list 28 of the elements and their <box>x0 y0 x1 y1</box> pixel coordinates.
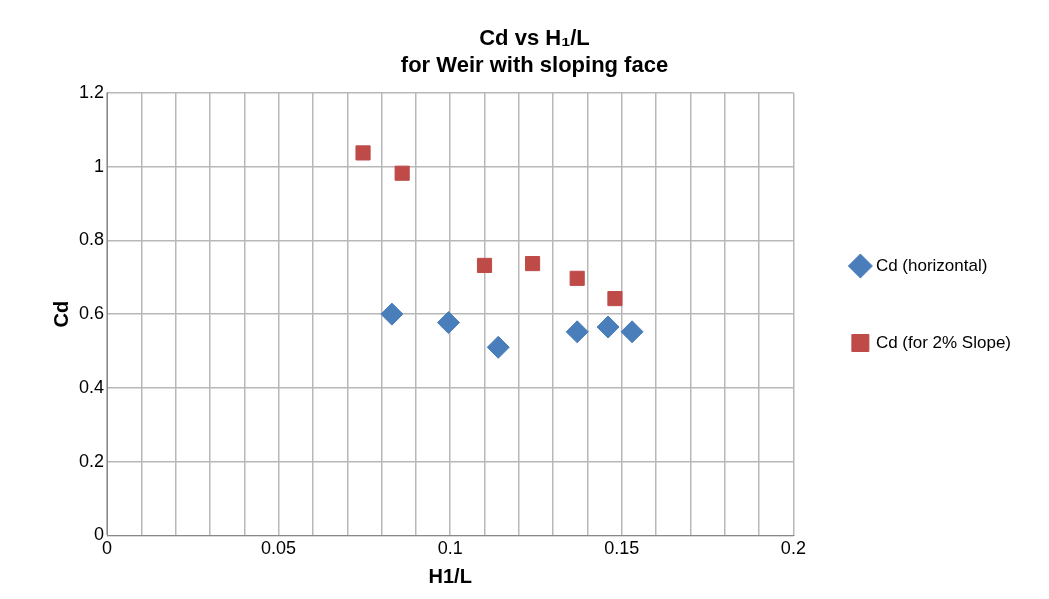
y-tick-label: 1 <box>94 155 105 176</box>
x-axis-title: H1/L <box>428 564 472 587</box>
point <box>355 145 371 161</box>
point <box>476 257 493 273</box>
y-tick-label: 0.8 <box>78 229 105 250</box>
point <box>607 291 623 307</box>
point <box>596 315 620 339</box>
point <box>620 320 644 344</box>
x-tick-label: 0.05 <box>261 538 297 559</box>
y-tick-label: 0.2 <box>78 450 105 471</box>
x-tick-label: 0.15 <box>604 538 640 559</box>
point <box>486 335 510 359</box>
point <box>525 256 541 272</box>
point <box>394 165 410 181</box>
point <box>380 302 404 326</box>
point <box>436 311 460 335</box>
point <box>565 320 589 344</box>
x-tick-label: 0.1 <box>437 538 463 559</box>
x-tick-label: 0.2 <box>780 538 806 559</box>
text: Cd vs H₁/L <box>479 25 590 51</box>
legend-label: Cd (horizontal) <box>875 255 988 275</box>
y-axis-title: Cd <box>49 300 72 328</box>
y-tick-label: 0.6 <box>78 303 105 324</box>
y-tick-label: 0.4 <box>78 376 105 397</box>
y-tick-label: 1.2 <box>78 81 105 102</box>
text: for Weir with sloping face <box>400 51 669 77</box>
point <box>569 270 585 286</box>
legend-label: Cd (for 2% Slope) <box>875 332 1012 352</box>
